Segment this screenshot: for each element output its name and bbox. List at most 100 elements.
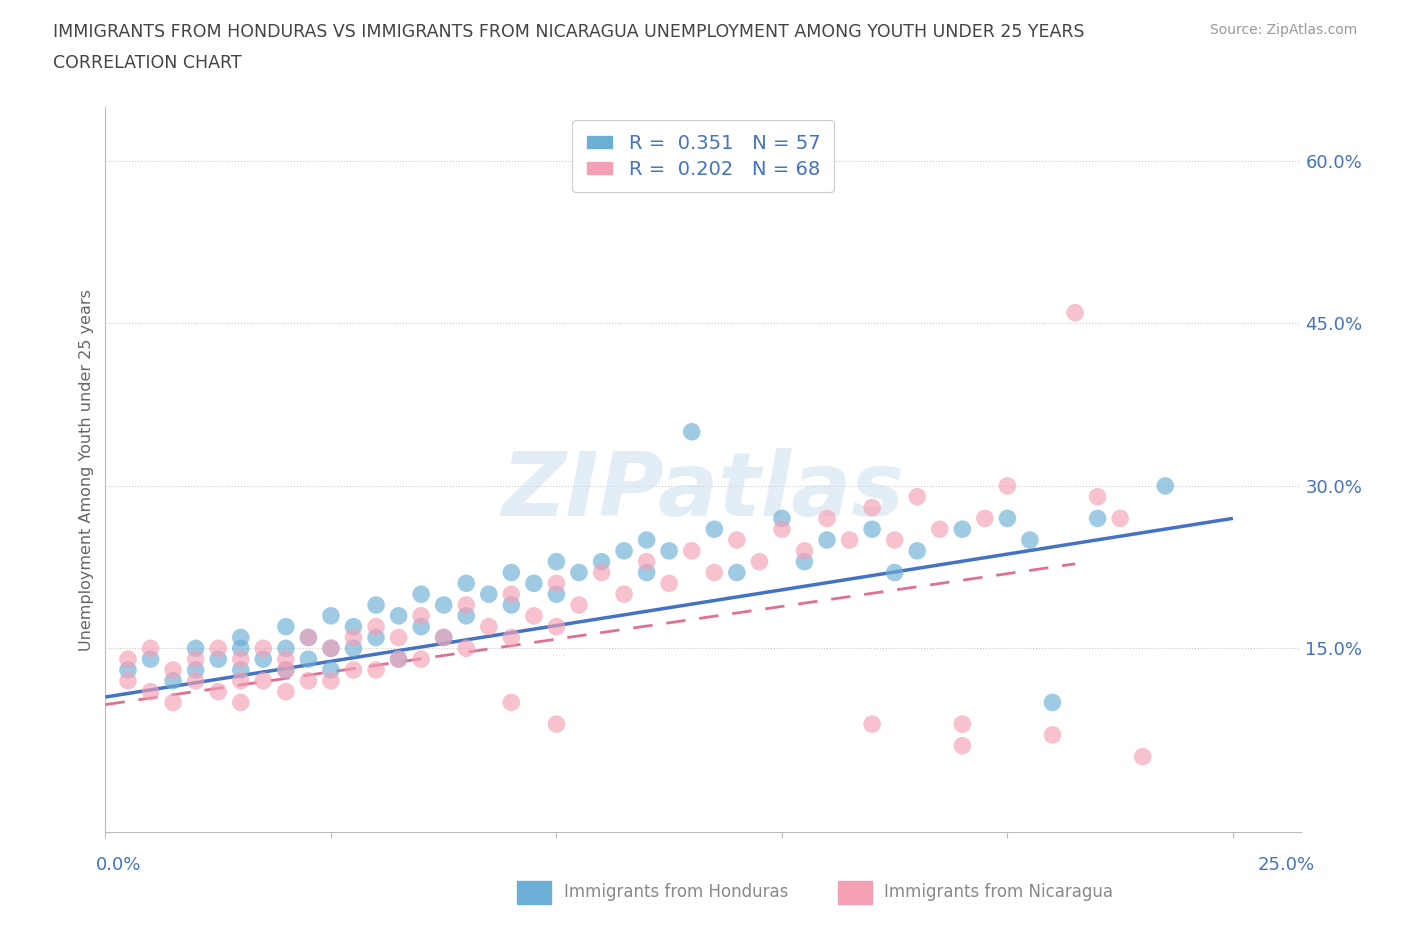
Point [229, 673, 252, 688]
Point [950, 738, 973, 753]
Point [905, 543, 928, 558]
Point [184, 673, 207, 688]
Point [117, 662, 139, 677]
Point [274, 652, 297, 667]
Point [928, 522, 950, 537]
Point [568, 598, 591, 613]
Point [546, 717, 568, 732]
Point [860, 522, 883, 537]
Point [815, 511, 838, 525]
Point [1064, 305, 1087, 320]
Bar [517, 881, 551, 904]
Point [546, 619, 568, 634]
Text: ZIPatlas: ZIPatlas [502, 448, 904, 535]
Point [274, 619, 297, 634]
Point [950, 522, 973, 537]
Point [1042, 695, 1064, 710]
Point [297, 630, 319, 644]
Point [703, 565, 725, 580]
Point [997, 511, 1019, 525]
Point [546, 587, 568, 602]
Point [387, 630, 409, 644]
Point [860, 500, 883, 515]
Point [274, 662, 297, 677]
Point [252, 652, 274, 667]
Point [411, 619, 433, 634]
Point [523, 576, 546, 591]
Point [501, 630, 523, 644]
Point [364, 630, 387, 644]
Point [860, 717, 883, 732]
Point [207, 641, 229, 656]
Point [139, 684, 162, 699]
Point [184, 641, 207, 656]
Point [1042, 727, 1064, 742]
Point [139, 641, 162, 656]
Point [297, 630, 319, 644]
Point [478, 619, 501, 634]
Point [725, 533, 748, 548]
Point [546, 576, 568, 591]
Text: IMMIGRANTS FROM HONDURAS VS IMMIGRANTS FROM NICARAGUA UNEMPLOYMENT AMONG YOUTH U: IMMIGRANTS FROM HONDURAS VS IMMIGRANTS F… [53, 23, 1085, 41]
Point [411, 587, 433, 602]
Point [523, 608, 546, 623]
Point [162, 673, 184, 688]
Point [748, 554, 770, 569]
Point [207, 652, 229, 667]
Point [456, 641, 478, 656]
Point [501, 587, 523, 602]
Point [613, 587, 636, 602]
Point [501, 695, 523, 710]
Point [636, 533, 658, 548]
Text: 0.0%: 0.0% [96, 856, 141, 873]
Point [997, 478, 1019, 493]
Point [770, 511, 793, 525]
Text: Immigrants from Honduras: Immigrants from Honduras [564, 884, 789, 901]
Text: CORRELATION CHART: CORRELATION CHART [53, 54, 242, 72]
Point [229, 630, 252, 644]
Point [433, 630, 456, 644]
Point [433, 630, 456, 644]
Point [319, 673, 342, 688]
Point [501, 565, 523, 580]
Text: Source: ZipAtlas.com: Source: ZipAtlas.com [1209, 23, 1357, 37]
Point [658, 576, 681, 591]
Point [411, 652, 433, 667]
Point [793, 543, 815, 558]
Point [319, 641, 342, 656]
Point [274, 684, 297, 699]
Point [456, 608, 478, 623]
Point [297, 652, 319, 667]
Point [274, 641, 297, 656]
Point [815, 533, 838, 548]
Point [342, 630, 364, 644]
Point [252, 673, 274, 688]
Point [229, 652, 252, 667]
Point [456, 598, 478, 613]
Point [1019, 533, 1042, 548]
Legend: R =  0.351   N = 57, R =  0.202   N = 68: R = 0.351 N = 57, R = 0.202 N = 68 [572, 120, 834, 193]
Point [478, 587, 501, 602]
Point [591, 554, 613, 569]
Text: Immigrants from Nicaragua: Immigrants from Nicaragua [884, 884, 1114, 901]
Point [229, 641, 252, 656]
Point [342, 641, 364, 656]
Point [681, 424, 703, 439]
Point [905, 489, 928, 504]
Y-axis label: Unemployment Among Youth under 25 years: Unemployment Among Youth under 25 years [79, 288, 94, 651]
Point [117, 652, 139, 667]
Point [636, 565, 658, 580]
Point [456, 576, 478, 591]
Point [387, 652, 409, 667]
Point [703, 522, 725, 537]
Point [883, 565, 905, 580]
Point [207, 684, 229, 699]
Point [364, 598, 387, 613]
Point [184, 652, 207, 667]
Point [725, 565, 748, 580]
Point [613, 543, 636, 558]
Point [1154, 478, 1177, 493]
Point [591, 565, 613, 580]
Point [411, 608, 433, 623]
Point [364, 662, 387, 677]
